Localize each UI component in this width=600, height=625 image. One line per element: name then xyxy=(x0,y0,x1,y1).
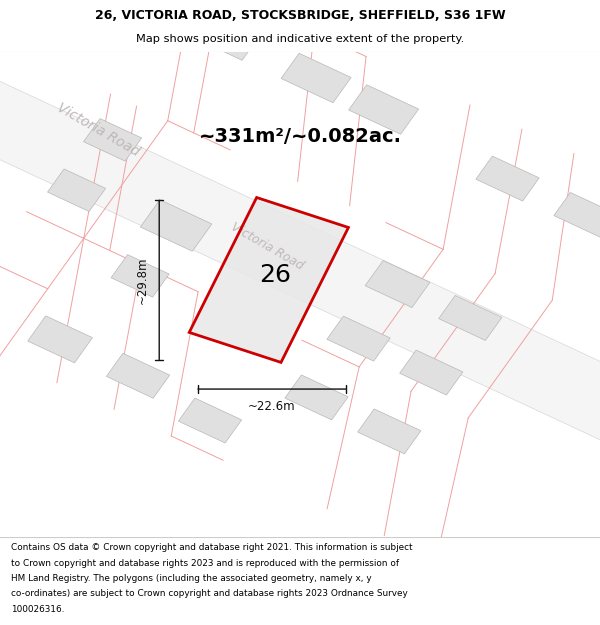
Text: co-ordinates) are subject to Crown copyright and database rights 2023 Ordnance S: co-ordinates) are subject to Crown copyr… xyxy=(11,589,407,598)
Polygon shape xyxy=(439,296,502,341)
Polygon shape xyxy=(285,375,348,420)
Polygon shape xyxy=(0,37,600,484)
Text: 26: 26 xyxy=(259,263,291,287)
Text: ~22.6m: ~22.6m xyxy=(248,399,296,412)
Polygon shape xyxy=(196,13,260,60)
Polygon shape xyxy=(554,192,600,238)
Polygon shape xyxy=(327,316,390,361)
Text: ~29.8m: ~29.8m xyxy=(136,256,149,304)
Text: Map shows position and indicative extent of the property.: Map shows position and indicative extent… xyxy=(136,34,464,44)
Text: 100026316.: 100026316. xyxy=(11,605,64,614)
Polygon shape xyxy=(281,53,351,102)
Polygon shape xyxy=(83,119,142,161)
Polygon shape xyxy=(476,156,539,201)
Polygon shape xyxy=(111,254,169,297)
Polygon shape xyxy=(365,261,430,308)
Text: Victoria Road: Victoria Road xyxy=(228,220,305,272)
Polygon shape xyxy=(358,409,421,454)
Polygon shape xyxy=(349,85,419,134)
Polygon shape xyxy=(140,200,212,251)
Text: Victoria Road: Victoria Road xyxy=(54,101,142,159)
Polygon shape xyxy=(400,350,463,395)
Polygon shape xyxy=(189,198,349,362)
Text: Contains OS data © Crown copyright and database right 2021. This information is : Contains OS data © Crown copyright and d… xyxy=(11,543,412,552)
Text: ~331m²/~0.082ac.: ~331m²/~0.082ac. xyxy=(199,127,401,146)
Polygon shape xyxy=(178,398,242,443)
Polygon shape xyxy=(47,169,106,211)
Polygon shape xyxy=(106,353,170,398)
Text: to Crown copyright and database rights 2023 and is reproduced with the permissio: to Crown copyright and database rights 2… xyxy=(11,559,399,568)
Polygon shape xyxy=(28,316,92,363)
Text: HM Land Registry. The polygons (including the associated geometry, namely x, y: HM Land Registry. The polygons (includin… xyxy=(11,574,371,583)
Text: 26, VICTORIA ROAD, STOCKSBRIDGE, SHEFFIELD, S36 1FW: 26, VICTORIA ROAD, STOCKSBRIDGE, SHEFFIE… xyxy=(95,9,505,22)
